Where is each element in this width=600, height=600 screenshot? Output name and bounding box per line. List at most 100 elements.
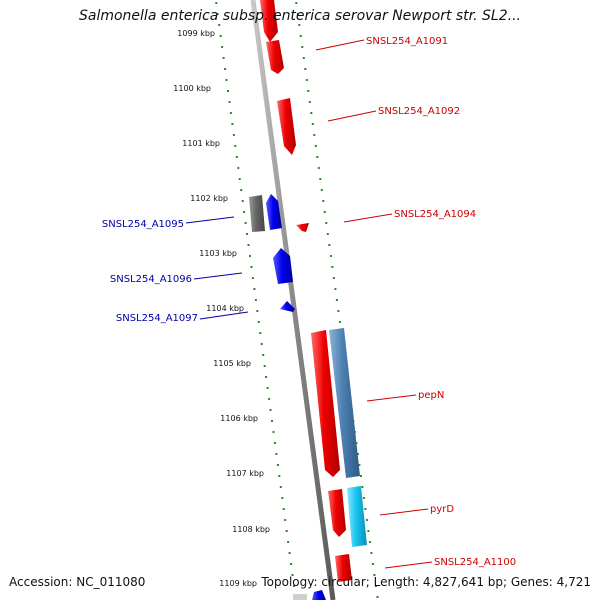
gene-SNSL254_A1092[interactable] (277, 98, 296, 155)
label-pepN[interactable]: pepN (418, 390, 444, 401)
tick-label: 1106 kbp (220, 414, 258, 423)
tick-mark (263, 365, 266, 367)
tick-mark (373, 574, 376, 576)
tick-mark (279, 486, 282, 488)
gene-labels: SNSL254_A1091 SNSL254_A1092 SNSL254_A109… (102, 36, 516, 568)
tick-mark (319, 178, 322, 180)
label-SNSL254_A1092[interactable]: SNSL254_A1092 (378, 106, 460, 117)
tick-mark (269, 409, 272, 411)
tick-mark (232, 134, 235, 136)
label-pyrD[interactable]: pyrD (430, 504, 454, 515)
tick-mark (301, 46, 304, 48)
gene-SNSL254_A1094[interactable] (296, 223, 309, 232)
tick-mark (305, 79, 308, 81)
accession-text: Accession: NC_011080 (9, 575, 146, 589)
tick-mark (367, 530, 370, 532)
tick-mark (326, 233, 329, 235)
tick-mark (376, 596, 379, 598)
feature-pyrD-region[interactable] (347, 486, 367, 547)
gene-SNSL254_A1095-pseudo[interactable] (249, 195, 265, 232)
tick-mark (215, 2, 218, 4)
tick-mark (287, 541, 290, 543)
leader-pepN (366, 394, 417, 402)
gene-SNSL254_A1091-top[interactable] (260, 0, 278, 42)
tick-mark (231, 123, 234, 125)
tick-mark (361, 486, 364, 488)
tick-mark (275, 453, 278, 455)
genome-summary-text: Topology: circular; Length: 4,827,641 bp… (261, 575, 591, 589)
feature-pepN-region[interactable] (329, 328, 360, 478)
label-SNSL254_A1096[interactable]: SNSL254_A1096 (110, 274, 192, 285)
tick-mark (219, 35, 222, 37)
tick-mark (259, 332, 262, 334)
tick-mark (371, 563, 374, 565)
tick-mark (221, 46, 224, 48)
tick-mark (253, 288, 256, 290)
tick-mark (285, 530, 288, 532)
tick-mark (234, 145, 237, 147)
tick-mark (288, 552, 291, 554)
tick-mark (276, 464, 279, 466)
backbone-line (250, 0, 336, 600)
gene-SNSL254_A1097[interactable] (280, 301, 295, 312)
gene-SNSL254_A1100[interactable] (335, 554, 352, 582)
gene-SNSL254_A1095[interactable] (266, 194, 282, 230)
gene-bottom-blue[interactable] (312, 590, 326, 600)
forward-strand-genes (260, 0, 352, 582)
leader-SNSL254_A1092 (327, 110, 377, 122)
tick-mark (313, 134, 316, 136)
map-band (215, 0, 380, 600)
tick-mark (240, 189, 243, 191)
tick-mark (358, 464, 361, 466)
reverse-strand-genes (249, 194, 326, 600)
tick-mark (323, 211, 326, 213)
tick-guides (215, 2, 379, 598)
tick-mark (260, 343, 263, 345)
label-SNSL254_A1095[interactable]: SNSL254_A1095 (102, 219, 184, 230)
leader-SNSL254_A1095 (185, 216, 235, 224)
tick-mark (331, 266, 334, 268)
tick-mark (238, 178, 241, 180)
tick-mark (296, 13, 299, 15)
tick-mark (307, 90, 310, 92)
tick-mark (224, 68, 227, 70)
tick-label: 1105 kbp (213, 359, 251, 368)
tick-mark (290, 563, 293, 565)
leader-SNSL254_A1097 (199, 311, 249, 320)
tick-mark (251, 277, 254, 279)
label-SNSL254_A1094[interactable]: SNSL254_A1094 (394, 209, 476, 220)
tick-mark (365, 519, 368, 521)
label-leaders (185, 39, 433, 569)
tick-mark (241, 200, 244, 202)
tick-mark (370, 552, 373, 554)
gene-SNSL254_A1096[interactable] (273, 248, 293, 284)
label-SNSL254_A1100[interactable]: SNSL254_A1100 (434, 557, 516, 568)
tick-mark (325, 222, 328, 224)
gene-pepN[interactable] (311, 330, 340, 477)
tick-mark (237, 167, 240, 169)
tick-mark (364, 508, 367, 510)
gene-pyrD[interactable] (328, 489, 346, 537)
tick-mark (332, 277, 335, 279)
tick-mark (291, 574, 294, 576)
tick-mark (228, 101, 231, 103)
tick-mark (257, 321, 260, 323)
tick-mark (310, 112, 313, 114)
tick-mark (250, 266, 253, 268)
label-SNSL254_A1091[interactable]: SNSL254_A1091 (366, 36, 448, 47)
gene-SNSL254_A1091[interactable] (266, 40, 284, 74)
tick-mark (329, 255, 332, 257)
feature-bottom-gray (293, 594, 307, 600)
tick-mark (359, 475, 362, 477)
tick-mark (235, 156, 238, 158)
tick-mark (265, 376, 268, 378)
tick-mark (218, 24, 221, 26)
tick-mark (316, 156, 319, 158)
tick-mark (216, 13, 219, 15)
tick-mark (254, 299, 257, 301)
label-SNSL254_A1097[interactable]: SNSL254_A1097 (116, 313, 198, 324)
tick-mark (262, 354, 265, 356)
tick-mark (244, 222, 247, 224)
tick-mark (282, 508, 285, 510)
